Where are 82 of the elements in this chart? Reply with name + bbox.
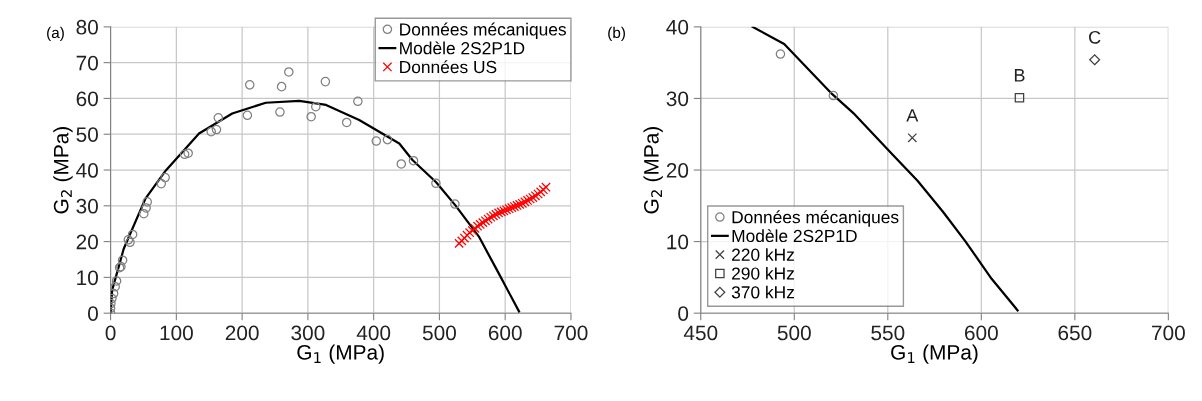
text: (b) xyxy=(608,26,625,42)
x-tick-label: 500 xyxy=(422,325,456,341)
x-tick-label: 200 xyxy=(225,325,259,341)
point xyxy=(117,255,128,266)
y-tick-label: 70 xyxy=(76,55,98,71)
legend-label: Données mécaniques xyxy=(732,210,899,227)
point xyxy=(1014,92,1025,103)
y-tick-label: 80 xyxy=(76,19,98,35)
point xyxy=(276,81,287,92)
point xyxy=(244,80,255,90)
point xyxy=(408,155,419,166)
point xyxy=(160,172,170,183)
point xyxy=(310,101,321,112)
annotation: C xyxy=(1089,30,1101,44)
y-axis-title: G$_{2}$ (MPa) xyxy=(643,127,663,214)
legend-label: 220 kHz xyxy=(732,248,794,261)
point xyxy=(183,148,193,158)
text: (a) xyxy=(47,26,64,42)
x-tick-label: 500 xyxy=(777,325,811,341)
point xyxy=(320,76,331,87)
point xyxy=(127,229,138,240)
point xyxy=(213,112,224,123)
x-tick-label: 600 xyxy=(488,325,522,341)
x-tick-label: 650 xyxy=(1058,325,1092,341)
point xyxy=(111,276,122,286)
point xyxy=(341,117,352,128)
x-tick-label: 100 xyxy=(160,325,193,341)
legend-label: 370 kHz xyxy=(731,285,794,299)
point xyxy=(775,49,786,59)
point xyxy=(242,110,253,121)
legend-label: Modèle 2S2P1D xyxy=(400,41,525,55)
y-tick-label: 20 xyxy=(76,234,98,250)
annotation: B xyxy=(1014,69,1025,82)
point xyxy=(431,178,441,189)
point xyxy=(1089,54,1101,66)
x-tick-label: 700 xyxy=(554,325,588,341)
y-tick-label: 20 xyxy=(666,163,689,178)
point xyxy=(907,133,918,143)
x-tick-label: 700 xyxy=(1152,325,1185,341)
legend-label: 290 kHz xyxy=(732,266,794,280)
y-tick-label: 10 xyxy=(77,270,98,286)
x-tick-label: 0 xyxy=(105,325,116,341)
point xyxy=(142,197,153,207)
x-axis-title: G$_{1}$ (MPa) xyxy=(891,344,978,364)
y-axis-title: G$_{2}$ (MPa) xyxy=(53,127,73,214)
point xyxy=(371,136,382,146)
x-axis-title: G$_{1}$ (MPa) xyxy=(297,344,384,364)
point xyxy=(382,134,393,145)
x-tick-label: 450 xyxy=(683,325,718,341)
y-tick-label: 0 xyxy=(88,306,98,321)
point xyxy=(179,149,190,160)
x-tick-label: 300 xyxy=(291,325,325,341)
point xyxy=(353,96,363,107)
point xyxy=(211,124,222,135)
point xyxy=(828,90,839,101)
point xyxy=(110,288,119,299)
point xyxy=(139,208,149,219)
y-tick-label: 40 xyxy=(666,19,689,35)
point xyxy=(396,159,407,169)
point xyxy=(306,111,316,122)
line-series xyxy=(110,99,521,314)
point xyxy=(110,281,120,292)
y-tick-label: 30 xyxy=(76,198,98,214)
y-tick-label: 0 xyxy=(678,306,689,321)
x-tick-label: 600 xyxy=(964,325,998,341)
x-tick-label: 550 xyxy=(871,325,905,341)
point xyxy=(450,199,460,209)
point xyxy=(141,203,151,213)
point xyxy=(206,126,216,137)
y-tick-label: 60 xyxy=(76,91,98,107)
y-tick-label: 30 xyxy=(666,91,689,107)
annotation: A xyxy=(906,109,919,122)
y-tick-label: 50 xyxy=(76,127,98,142)
legend-label: Données mécaniques xyxy=(400,22,566,40)
y-tick-label: 10 xyxy=(667,234,689,250)
point xyxy=(275,107,285,117)
x-tick-label: 400 xyxy=(356,325,391,341)
legend-label: Modèle 2S2P1D xyxy=(732,229,857,243)
point xyxy=(156,178,167,189)
y-tick-label: 40 xyxy=(76,163,98,178)
legend-label: Données US xyxy=(400,60,497,74)
point xyxy=(284,67,294,77)
